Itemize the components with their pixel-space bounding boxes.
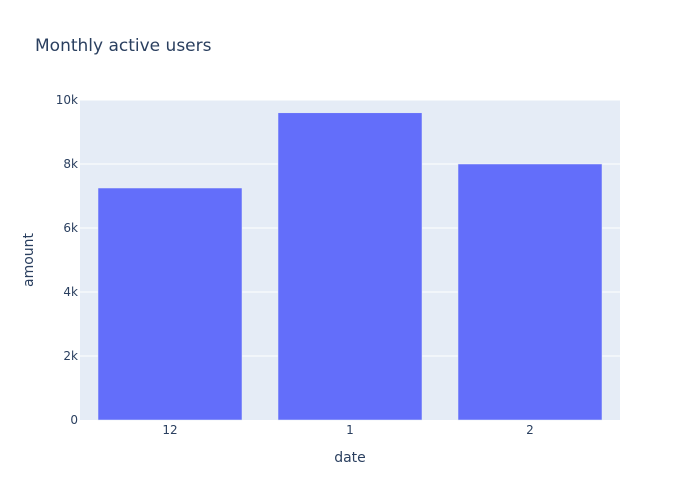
x-tick-label: 12 [162,423,177,437]
x-axis-label: date [334,450,366,466]
x-axis-ticks: 12 1 2 [162,423,533,437]
y-tick-label: 6k [63,221,78,235]
y-tick-label: 4k [63,285,78,299]
x-tick-label: 1 [346,423,354,437]
chart-title: Monthly active users [35,36,212,56]
y-axis-label: amount [21,232,37,287]
y-tick-label: 8k [63,157,78,171]
bar [97,187,243,421]
y-tick-label: 10k [56,93,78,107]
y-tick-label: 2k [63,349,78,363]
bar [277,112,423,421]
y-axis-ticks: 0 2k 4k 6k 8k 10k [56,93,78,427]
bar [457,163,603,421]
bars [97,112,603,421]
y-tick-label: 0 [70,413,78,427]
x-tick-label: 2 [526,423,534,437]
